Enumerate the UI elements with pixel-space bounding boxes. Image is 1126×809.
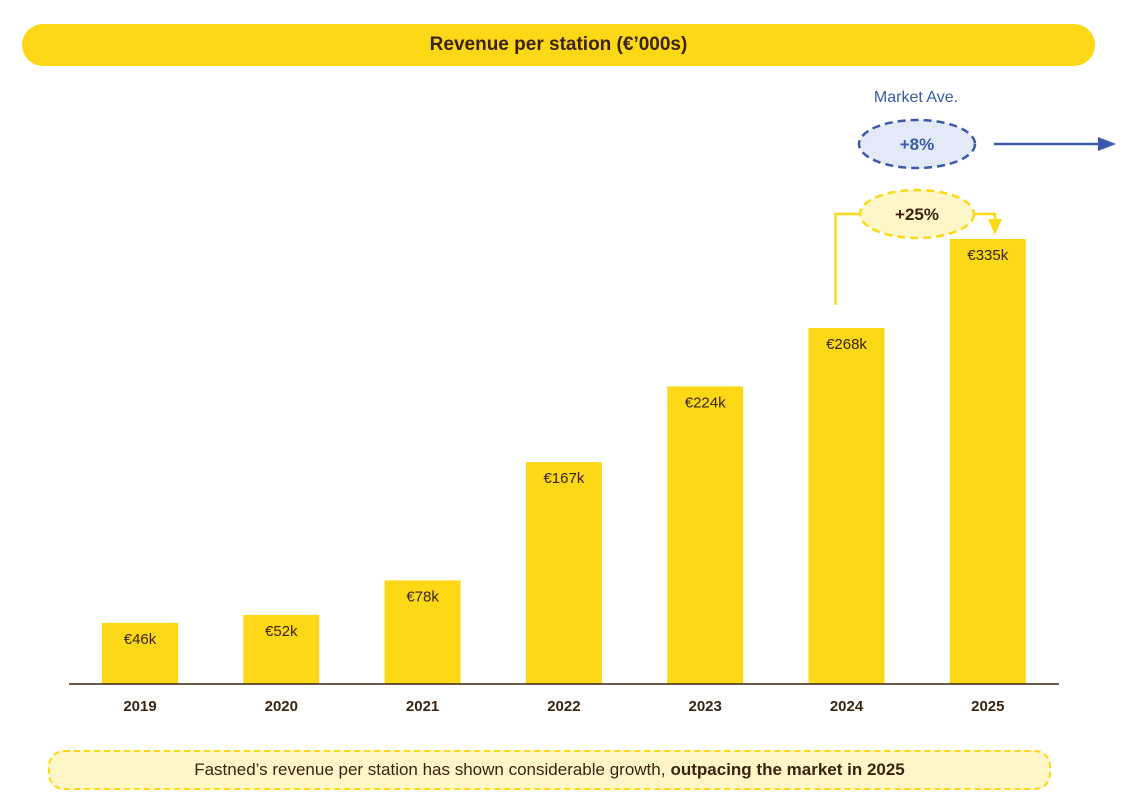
growth-connector-left [834, 212, 860, 305]
data-label-2025: €335k [967, 247, 1008, 264]
x-tick-label-2024: 2024 [830, 698, 864, 715]
x-tick-label-2023: 2023 [689, 698, 722, 715]
growth-arrow-head-icon [988, 219, 1002, 235]
data-label-2019: €46k [124, 631, 157, 648]
market-arrow-head-icon [1098, 137, 1116, 151]
footer-callout: Fastned’s revenue per station has shown … [48, 750, 1051, 790]
bar-2023 [667, 386, 744, 684]
x-tick-label-2022: 2022 [547, 698, 580, 715]
x-tick-label-2021: 2021 [406, 698, 439, 715]
x-tick-label-2025: 2025 [971, 698, 1004, 715]
data-label-2022: €167k [543, 470, 584, 487]
growth-label: +25% [895, 205, 939, 224]
bar-2024 [808, 328, 885, 684]
footer-text: Fastned’s revenue per station has shown … [194, 760, 666, 779]
x-tick-label-2020: 2020 [265, 698, 298, 715]
market-growth-ellipse [857, 118, 977, 170]
chart-title: Revenue per station (€’000s) [22, 24, 1095, 66]
bar-2025 [949, 239, 1026, 684]
data-label-2021: €78k [406, 588, 439, 605]
x-tick-label-2019: 2019 [123, 698, 156, 715]
data-label-2020: €52k [265, 623, 298, 640]
market-average-label: Market Ave. [874, 89, 958, 106]
data-label-2023: €224k [685, 394, 726, 411]
market-growth-label: +8% [900, 135, 935, 154]
bar-2020 [243, 614, 320, 684]
data-label-2024: €268k [826, 336, 867, 353]
bar-2019 [102, 622, 178, 684]
bar-2021 [384, 580, 461, 684]
footer-bold-text: outpacing the market in 2025 [670, 760, 905, 779]
bar-2022 [525, 462, 602, 684]
